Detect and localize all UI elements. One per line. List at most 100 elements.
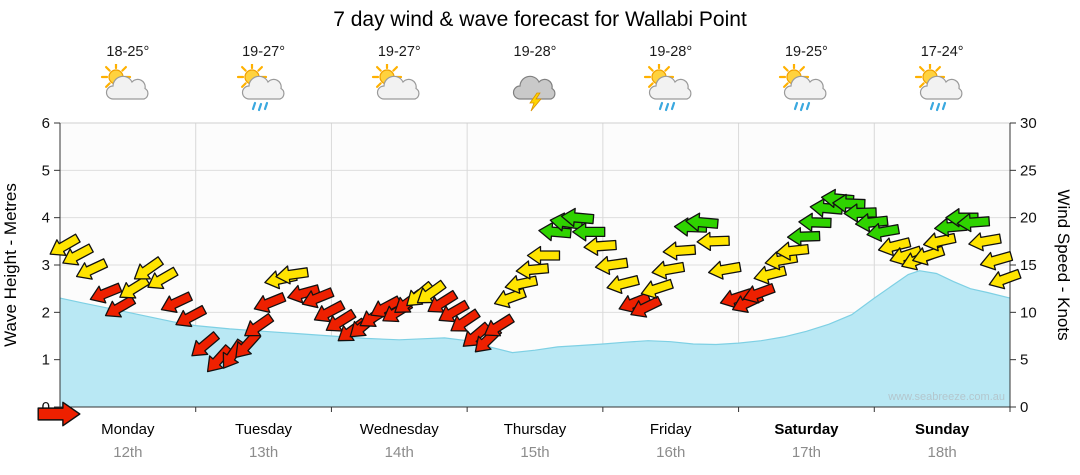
right-axis-label: Wind Speed - Knots xyxy=(1054,189,1073,340)
day-temp-range: 19-28° xyxy=(649,44,693,60)
wind-arrows xyxy=(37,188,1022,427)
wind-arrow xyxy=(62,243,94,266)
day-temp-range: 18-25° xyxy=(106,44,150,60)
wind-arrow xyxy=(450,308,481,332)
svg-text:3: 3 xyxy=(42,257,50,274)
wind-arrow xyxy=(253,292,287,314)
wind-arrow xyxy=(560,207,595,228)
day-date: 16th xyxy=(656,444,686,461)
wind-arrow xyxy=(206,344,234,373)
wind-arrow xyxy=(889,245,923,266)
sun-cloud-icon xyxy=(371,61,427,112)
wind-arrow xyxy=(922,232,957,252)
wind-arrow xyxy=(75,258,109,280)
svg-text:20: 20 xyxy=(1020,210,1037,227)
wind-arrow xyxy=(866,222,900,242)
wind-arrow xyxy=(49,233,81,257)
day-name: Wednesday xyxy=(359,421,439,438)
wind-arrow xyxy=(427,289,459,313)
svg-text:15: 15 xyxy=(1020,257,1037,274)
wind-arrow xyxy=(775,241,810,261)
wind-arrow xyxy=(877,237,912,257)
wind-arrow xyxy=(175,304,207,328)
wind-arrow xyxy=(416,279,447,304)
wind-arrow xyxy=(640,278,674,299)
wind-arrow xyxy=(438,299,470,323)
wind-arrow xyxy=(956,212,991,233)
svg-text:10: 10 xyxy=(1020,304,1037,321)
wind-arrow xyxy=(696,231,730,252)
sun-cloud-icon xyxy=(100,61,156,112)
svg-text:2: 2 xyxy=(42,304,50,321)
day-temp-range: 19-27° xyxy=(242,44,286,60)
svg-text:0: 0 xyxy=(1020,399,1028,416)
axes xyxy=(54,122,1016,412)
wind-arrow xyxy=(854,213,889,233)
wind-arrow xyxy=(133,256,164,280)
day-name: Saturday xyxy=(774,421,839,438)
day-name: Monday xyxy=(101,421,155,438)
day-name: Thursday xyxy=(503,421,567,438)
wind-arrow xyxy=(798,212,832,232)
sun-cloud-rain-icon xyxy=(778,61,834,112)
wind-arrow xyxy=(583,236,617,256)
wind-arrow xyxy=(719,288,753,309)
wind-arrow xyxy=(325,308,357,332)
svg-text:1: 1 xyxy=(42,352,50,369)
day-temp-range: 19-28° xyxy=(513,44,557,60)
svg-text:25: 25 xyxy=(1020,162,1037,179)
wind-arrow xyxy=(370,295,402,318)
day-date: 14th xyxy=(384,444,414,461)
wind-arrow xyxy=(572,222,606,242)
wind-arrow xyxy=(786,227,821,247)
svg-text:4: 4 xyxy=(42,210,50,227)
wind-arrow xyxy=(287,284,321,304)
sun-cloud-rain-icon xyxy=(236,61,292,112)
wind-arrow xyxy=(606,275,640,295)
day-date: 15th xyxy=(520,444,550,461)
wave-height-area xyxy=(60,270,1010,407)
wave-height-edge xyxy=(59,270,1011,354)
wind-arrow xyxy=(685,212,719,232)
day-date: 18th xyxy=(927,444,957,461)
wind-arrow xyxy=(160,291,193,313)
wind-arrow xyxy=(462,321,492,347)
wind-arrow xyxy=(843,203,877,223)
wind-arrow xyxy=(594,255,629,275)
wind-arrow xyxy=(301,287,335,309)
svg-text:5: 5 xyxy=(1020,352,1028,369)
wind-arrow xyxy=(191,331,220,357)
day-name: Sunday xyxy=(915,421,970,438)
wind-arrow xyxy=(753,265,787,285)
sun-cloud-rain-icon xyxy=(643,61,699,112)
day-date: 12th xyxy=(113,444,143,461)
wind-arrow xyxy=(275,265,309,285)
wind-arrow xyxy=(89,282,123,304)
sun-cloud-rain-icon xyxy=(914,61,970,112)
day-name: Friday xyxy=(649,421,692,438)
wind-arrow xyxy=(912,245,946,266)
wind-arrow xyxy=(651,260,686,280)
day-temp-range: 19-27° xyxy=(377,44,421,60)
wind-arrow xyxy=(742,283,776,304)
left-axis-ticks: 0123456 xyxy=(42,115,50,416)
day-temp-range: 19-25° xyxy=(784,44,828,60)
day-name: Tuesday xyxy=(235,421,293,438)
storm-icon xyxy=(507,64,563,112)
wind-arrow xyxy=(968,232,1002,252)
svg-text:6: 6 xyxy=(42,115,50,132)
now-wind-arrow xyxy=(37,401,81,427)
page-title: 7 day wind & wave forecast for Wallabi P… xyxy=(333,8,747,31)
watermark: www.seabreeze.com.au xyxy=(888,391,1005,403)
svg-text:5: 5 xyxy=(42,162,50,179)
wind-arrow xyxy=(707,260,742,280)
wind-arrow xyxy=(515,260,550,280)
wind-arrow xyxy=(526,245,561,266)
day-date: 17th xyxy=(791,444,822,461)
left-axis-label: Wave Height - Metres xyxy=(1,183,20,347)
day-temp-range: 17-24° xyxy=(920,44,964,60)
wind-arrow xyxy=(662,241,697,261)
wind-arrow xyxy=(147,266,179,290)
